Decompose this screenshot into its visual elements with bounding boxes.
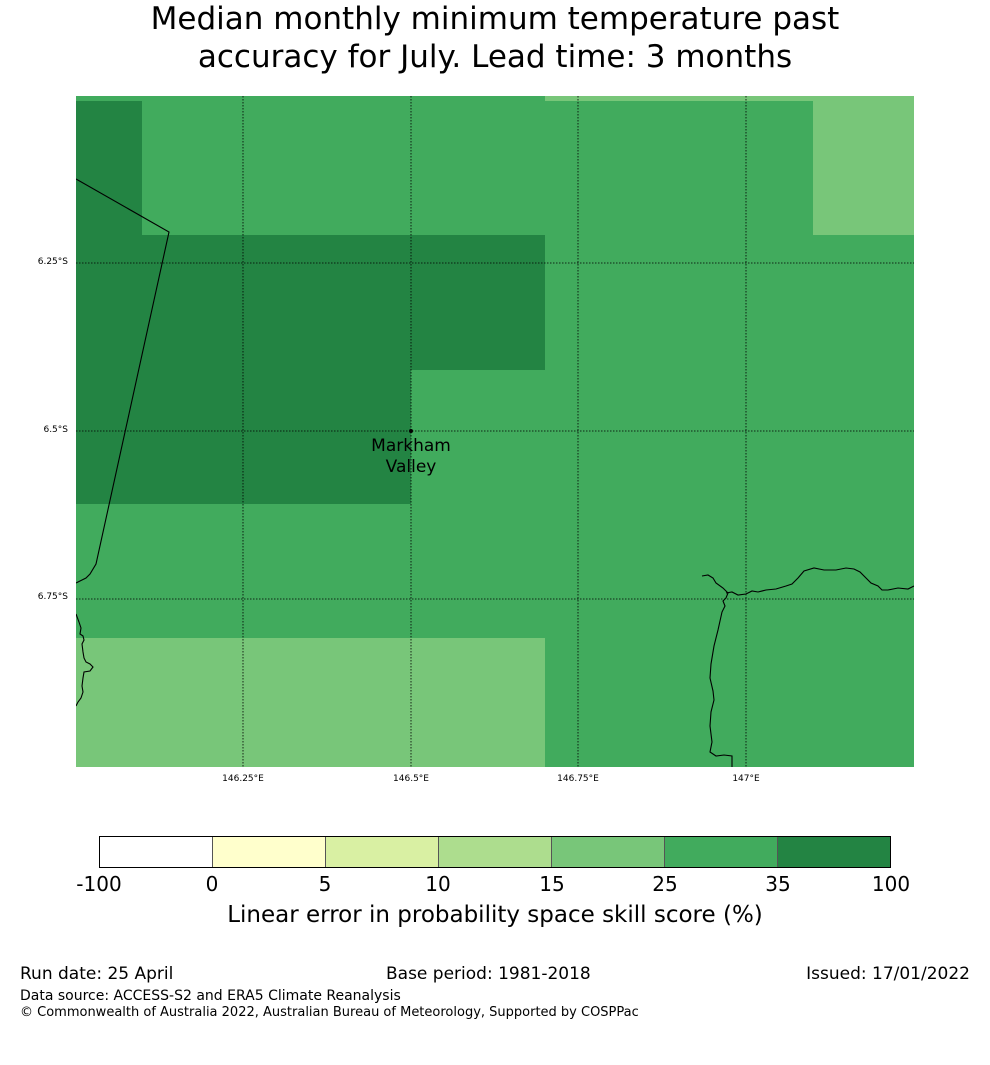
issued-date: Issued: 17/01/2022: [806, 964, 970, 984]
lat-tick-label: 6.75°S: [37, 592, 68, 602]
colorbar-tick-label: 25: [652, 872, 678, 896]
colorbar-segment: [439, 837, 552, 867]
gridlines: [76, 96, 914, 767]
base-period: Base period: 1981-2018: [386, 964, 591, 984]
location-marker: [409, 429, 413, 433]
place-label: Markham Valley: [371, 436, 451, 478]
lat-tick-label: 6.5°S: [43, 425, 68, 435]
lon-tick-label: 146.5°E: [393, 774, 429, 784]
title-line-1: Median monthly minimum temperature past: [150, 1, 840, 37]
colorbar-tick-label: 100: [871, 872, 911, 896]
run-date: Run date: 25 April: [20, 964, 174, 984]
colorbar-tick-label: 5: [318, 872, 332, 896]
place-label-line-2: Valley: [385, 457, 437, 477]
map-cell: [76, 370, 411, 504]
colorbar-tick-label: 0: [205, 872, 219, 896]
colorbar-segment: [326, 837, 439, 867]
coastlines: [76, 178, 914, 767]
map-cell: [76, 235, 545, 370]
lat-tick-label: 6.25°S: [37, 257, 68, 267]
colorbar-tick-label: 35: [765, 872, 791, 896]
colorbar: [99, 836, 891, 868]
map-cell: [545, 96, 914, 101]
colorbar-segment: [665, 837, 778, 867]
colorbar-tick-label: 10: [425, 872, 451, 896]
lon-tick-label: 146.25°E: [222, 774, 264, 784]
data-source: Data source: ACCESS-S2 and ERA5 Climate …: [20, 988, 401, 1004]
title-line-2: accuracy for July. Lead time: 3 months: [197, 39, 793, 75]
chart-title: Median monthly minimum temperature past …: [0, 0, 990, 76]
colorbar-segment: [778, 837, 890, 867]
place-label-line-1: Markham: [371, 436, 451, 456]
colorbar-tick-label: -100: [76, 872, 122, 896]
colorbar-label: Linear error in probability space skill …: [227, 902, 763, 928]
map-cell: [813, 101, 914, 235]
lon-tick-label: 147°E: [732, 774, 760, 784]
map-cell: [76, 638, 545, 767]
colorbar-segment: [213, 837, 326, 867]
copyright: © Commonwealth of Australia 2022, Austra…: [20, 1005, 639, 1020]
colorbar-tick-label: 15: [539, 872, 565, 896]
map-cell: [76, 101, 142, 235]
lon-tick-label: 146.75°E: [557, 774, 599, 784]
skill-map: [76, 96, 914, 767]
colorbar-segment: [552, 837, 665, 867]
colorbar-segment: [100, 837, 213, 867]
